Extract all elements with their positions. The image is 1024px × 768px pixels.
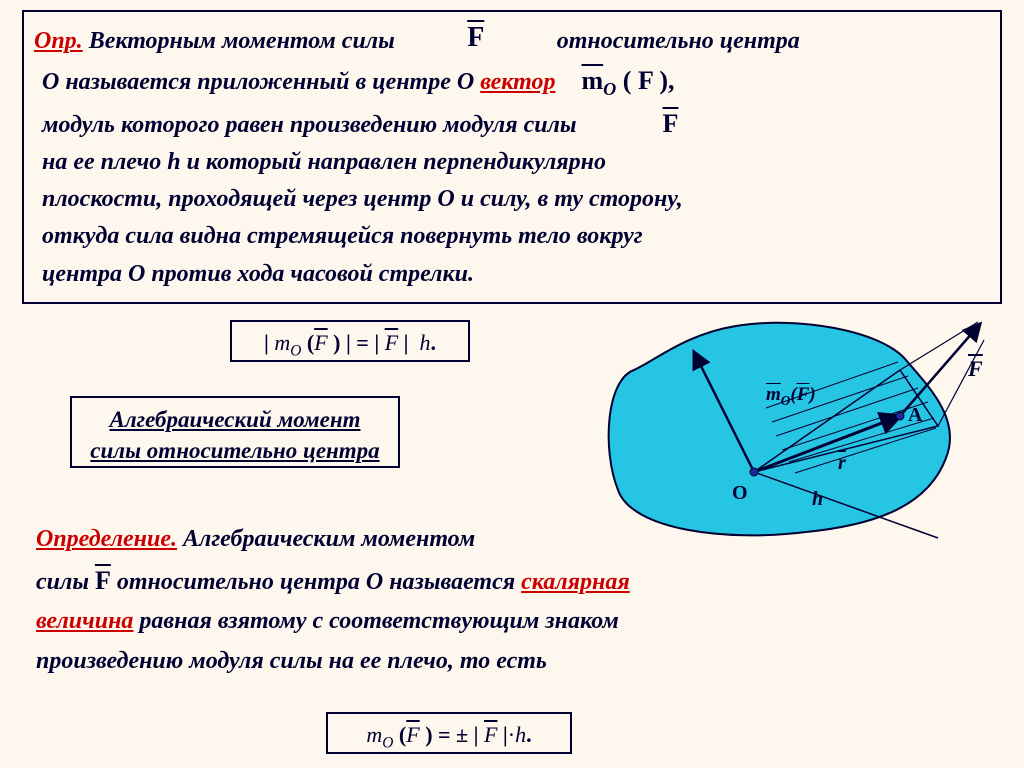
aux1 [900, 322, 978, 370]
def1-line3: модуль которого равен произведению модул… [34, 104, 990, 144]
formula-2: mO (F ) = ± | F |·h. [366, 722, 531, 747]
def2-F: F [95, 566, 111, 595]
def2-line4: произведению модуля силы на ее плечо, то… [36, 642, 986, 682]
def2-line1: Определение. Алгебраическим моментом [36, 520, 986, 560]
def1-text1a: Векторным моментом силы [89, 28, 395, 54]
point-O [750, 468, 758, 476]
def2-label: Определение. [36, 526, 177, 552]
def2-line3: величина равная взятому с соответствующи… [36, 602, 986, 642]
def1-line4: на ее плечо h и который направлен перпен… [34, 144, 990, 181]
def1-vector: вектор [480, 69, 555, 95]
def1-text1b: относительно центра [557, 28, 800, 54]
subtitle-box: Алгебраический момент силы относительно … [70, 396, 400, 468]
def1-F1: F [401, 16, 551, 59]
def1-line5: плоскости, проходящей через центр О и си… [34, 181, 990, 218]
diagram-svg [576, 310, 1006, 550]
def1-line1: Опр. Векторным моментом силы F относител… [34, 18, 990, 61]
def1-line2: О называется приложенный в центре О вект… [34, 61, 990, 103]
formula-1-box: | mO (F ) | = | F | h. [230, 320, 470, 362]
definition-2-block: Определение. Алгебраическим моментом сил… [36, 520, 986, 682]
def2-line2: силы F относительно центра О называется … [36, 560, 986, 603]
diagram: O A h r mO(F) F [576, 310, 1006, 550]
formula-2-box: mO (F ) = ± | F |·h. [326, 712, 572, 754]
lbl-mOF: mO(F) [766, 384, 816, 409]
definition-1-box: Опр. Векторным моментом силы F относител… [22, 10, 1002, 304]
lbl-A: A [908, 404, 922, 427]
lbl-r: r [838, 452, 846, 475]
lbl-F: F [968, 356, 983, 382]
subtitle-l2: силы относительно центра [82, 435, 388, 466]
def1-mOF: mO ( F ), [561, 66, 674, 95]
lbl-h: h [812, 488, 823, 511]
aux2 [938, 340, 984, 426]
lbl-O: O [732, 482, 748, 505]
def1-line6: откуда сила видна стремящейся повернуть … [34, 218, 990, 255]
formula-1: | mO (F ) | = | F | h. [264, 330, 436, 355]
def1-line7: центра О против хода часовой стрелки. [34, 256, 990, 293]
def1-F2: F [583, 109, 679, 138]
def1-text2a: О называется приложенный в центре О [42, 69, 480, 95]
subtitle-l1: Алгебраический момент [82, 404, 388, 435]
point-A [896, 412, 904, 420]
def2-text1b: Алгебраическим моментом [183, 526, 475, 552]
def1-label: Опр. [34, 28, 83, 54]
